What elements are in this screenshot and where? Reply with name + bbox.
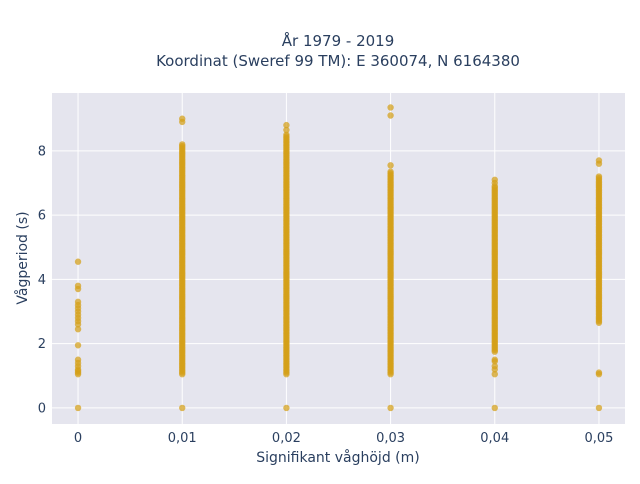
- y-axis-title: Vågperiod (s): [14, 211, 31, 304]
- y-tick-labels: 0 2 4 6 8: [38, 144, 46, 416]
- y-tick-label: 4: [38, 273, 46, 288]
- data-point: [74, 404, 82, 412]
- data-point: [491, 404, 498, 412]
- data-point: [179, 404, 186, 412]
- data-point: [595, 404, 603, 412]
- data-point: [74, 342, 82, 349]
- data-point: [387, 112, 394, 119]
- data-point: [283, 126, 290, 134]
- data-point: [491, 356, 498, 363]
- data-point: [387, 404, 394, 412]
- data-point: [179, 115, 186, 122]
- data-point: [595, 157, 603, 164]
- y-tick-label: 0: [38, 401, 46, 416]
- y-tick-label: 6: [38, 209, 46, 224]
- data-point: [491, 362, 498, 370]
- data-point: [74, 282, 82, 290]
- data-point: [491, 176, 498, 183]
- data-point: [179, 141, 186, 148]
- x-axis-title: Signifikant våghöjd (m): [256, 449, 419, 466]
- x-tick-label: 0,02: [272, 431, 301, 446]
- data-point: [387, 162, 394, 169]
- x-tick-labels: 0 0,01 0,02 0,03 0,04 0,05: [74, 431, 614, 446]
- data-point: [74, 325, 82, 333]
- data-point: [387, 104, 394, 111]
- data-points: [74, 104, 603, 412]
- data-point: [283, 121, 290, 129]
- data-point: [387, 168, 394, 175]
- data-point: [595, 173, 603, 180]
- title-line-2: Koordinat (Sweref 99 TM): E 360074, N 61…: [156, 52, 520, 70]
- data-point: [74, 298, 82, 306]
- x-tick-label: 0,04: [480, 431, 509, 446]
- data-point: [74, 356, 82, 363]
- data-point: [283, 404, 290, 412]
- y-gridlines: [52, 150, 625, 409]
- data-point: [283, 131, 290, 138]
- data-point: [595, 369, 603, 376]
- y-tick-label: 8: [38, 144, 46, 159]
- x-tick-label: 0,01: [168, 431, 197, 446]
- x-tick-label: 0,03: [376, 431, 405, 446]
- x-tick-label: 0: [74, 431, 82, 446]
- x-tick-label: 0,05: [584, 431, 613, 446]
- data-point: [74, 258, 82, 265]
- plot-area: [52, 93, 625, 424]
- chart-title: År 1979 - 2019 Koordinat (Sweref 99 TM):…: [156, 31, 520, 70]
- title-line-1: År 1979 - 2019: [282, 31, 395, 50]
- y-tick-label: 2: [38, 337, 46, 352]
- data-point: [491, 370, 498, 378]
